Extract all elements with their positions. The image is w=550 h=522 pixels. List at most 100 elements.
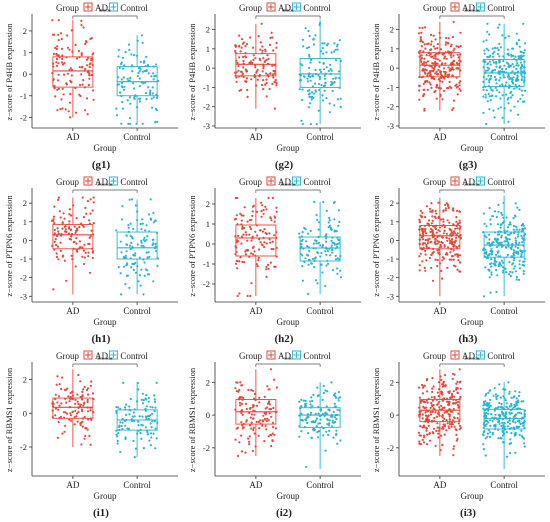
data-point [448,227,451,230]
data-point [268,403,271,406]
data-point [505,431,508,434]
data-point [76,400,79,403]
data-point [439,36,442,39]
panel-label: (i3) [460,507,476,519]
data-point [69,116,72,119]
data-point [507,73,510,76]
data-point [424,47,427,50]
data-point [421,392,425,395]
data-point [63,430,66,433]
data-point [421,438,424,441]
data-point [140,268,143,271]
data-point [429,48,432,51]
data-point [453,420,456,423]
data-point [443,57,446,60]
data-point [521,75,524,78]
data-point [523,76,526,79]
data-point [115,114,119,117]
data-point [450,247,453,251]
data-point [269,261,272,264]
data-point [143,69,146,73]
data-point [440,378,443,381]
data-point [418,228,421,231]
data-point [237,390,240,393]
x-tick-label: AD [66,306,79,316]
data-point [418,406,421,409]
data-point [65,230,68,233]
data-point [509,275,512,278]
data-point [418,396,421,399]
data-point [418,26,421,29]
data-point [482,400,485,403]
data-point [77,402,80,406]
data-point [486,22,489,25]
data-point [56,436,60,439]
data-point [507,120,510,123]
data-point [506,425,509,428]
data-point [241,424,244,427]
data-point [515,397,518,400]
data-point [421,230,424,233]
data-point [496,394,499,397]
data-point [312,393,315,397]
data-point [55,61,58,64]
box-ad [233,196,278,298]
data-point [138,70,141,73]
data-point [518,267,521,270]
y-tick-label: -2 [387,102,394,112]
data-point [128,48,131,52]
points-ad [51,373,95,446]
data-point [523,257,526,260]
data-point [262,236,265,239]
data-point [312,247,315,250]
data-point [255,210,259,213]
data-point [318,22,322,25]
data-point [308,92,311,95]
data-point [128,198,131,201]
data-point [498,91,501,94]
y-axis-label: z−score of RBMS1 expression [187,367,197,472]
data-point [130,236,134,239]
data-point [438,65,441,68]
data-point [421,383,424,387]
data-point [431,410,434,413]
legend-title: Group [56,3,79,13]
data-point [437,87,440,90]
data-point [264,48,267,51]
data-point [81,255,84,258]
data-point [298,414,301,417]
data-point [424,80,427,83]
data-point [436,236,439,239]
data-point [251,406,254,409]
data-point [448,258,451,261]
data-point [273,72,276,75]
data-point [516,70,520,73]
data-point [150,218,153,221]
data-point [336,245,339,248]
data-point [69,228,73,231]
data-point [338,39,341,42]
data-point [522,100,525,103]
data-point [156,120,159,123]
data-point [482,434,485,437]
y-axis-label: z−score of P4HB expression [371,23,381,121]
data-point [516,426,519,429]
data-point [433,416,436,420]
data-point [91,209,94,212]
data-point [523,427,526,430]
data-point [482,95,485,98]
data-point [434,89,437,92]
data-point [515,67,518,71]
data-point [484,96,488,99]
data-point [504,236,507,239]
data-point [449,396,452,399]
data-point [336,236,339,239]
data-point [235,80,238,83]
data-point [493,75,497,78]
data-point [426,88,429,91]
data-point [523,413,526,416]
data-point [443,55,447,58]
data-point [339,269,342,272]
data-point [496,52,499,56]
data-point [237,234,240,237]
